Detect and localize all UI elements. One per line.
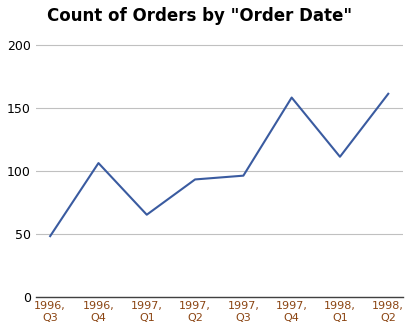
Text: Count of Orders by "Order Date": Count of Orders by "Order Date" <box>47 7 352 25</box>
